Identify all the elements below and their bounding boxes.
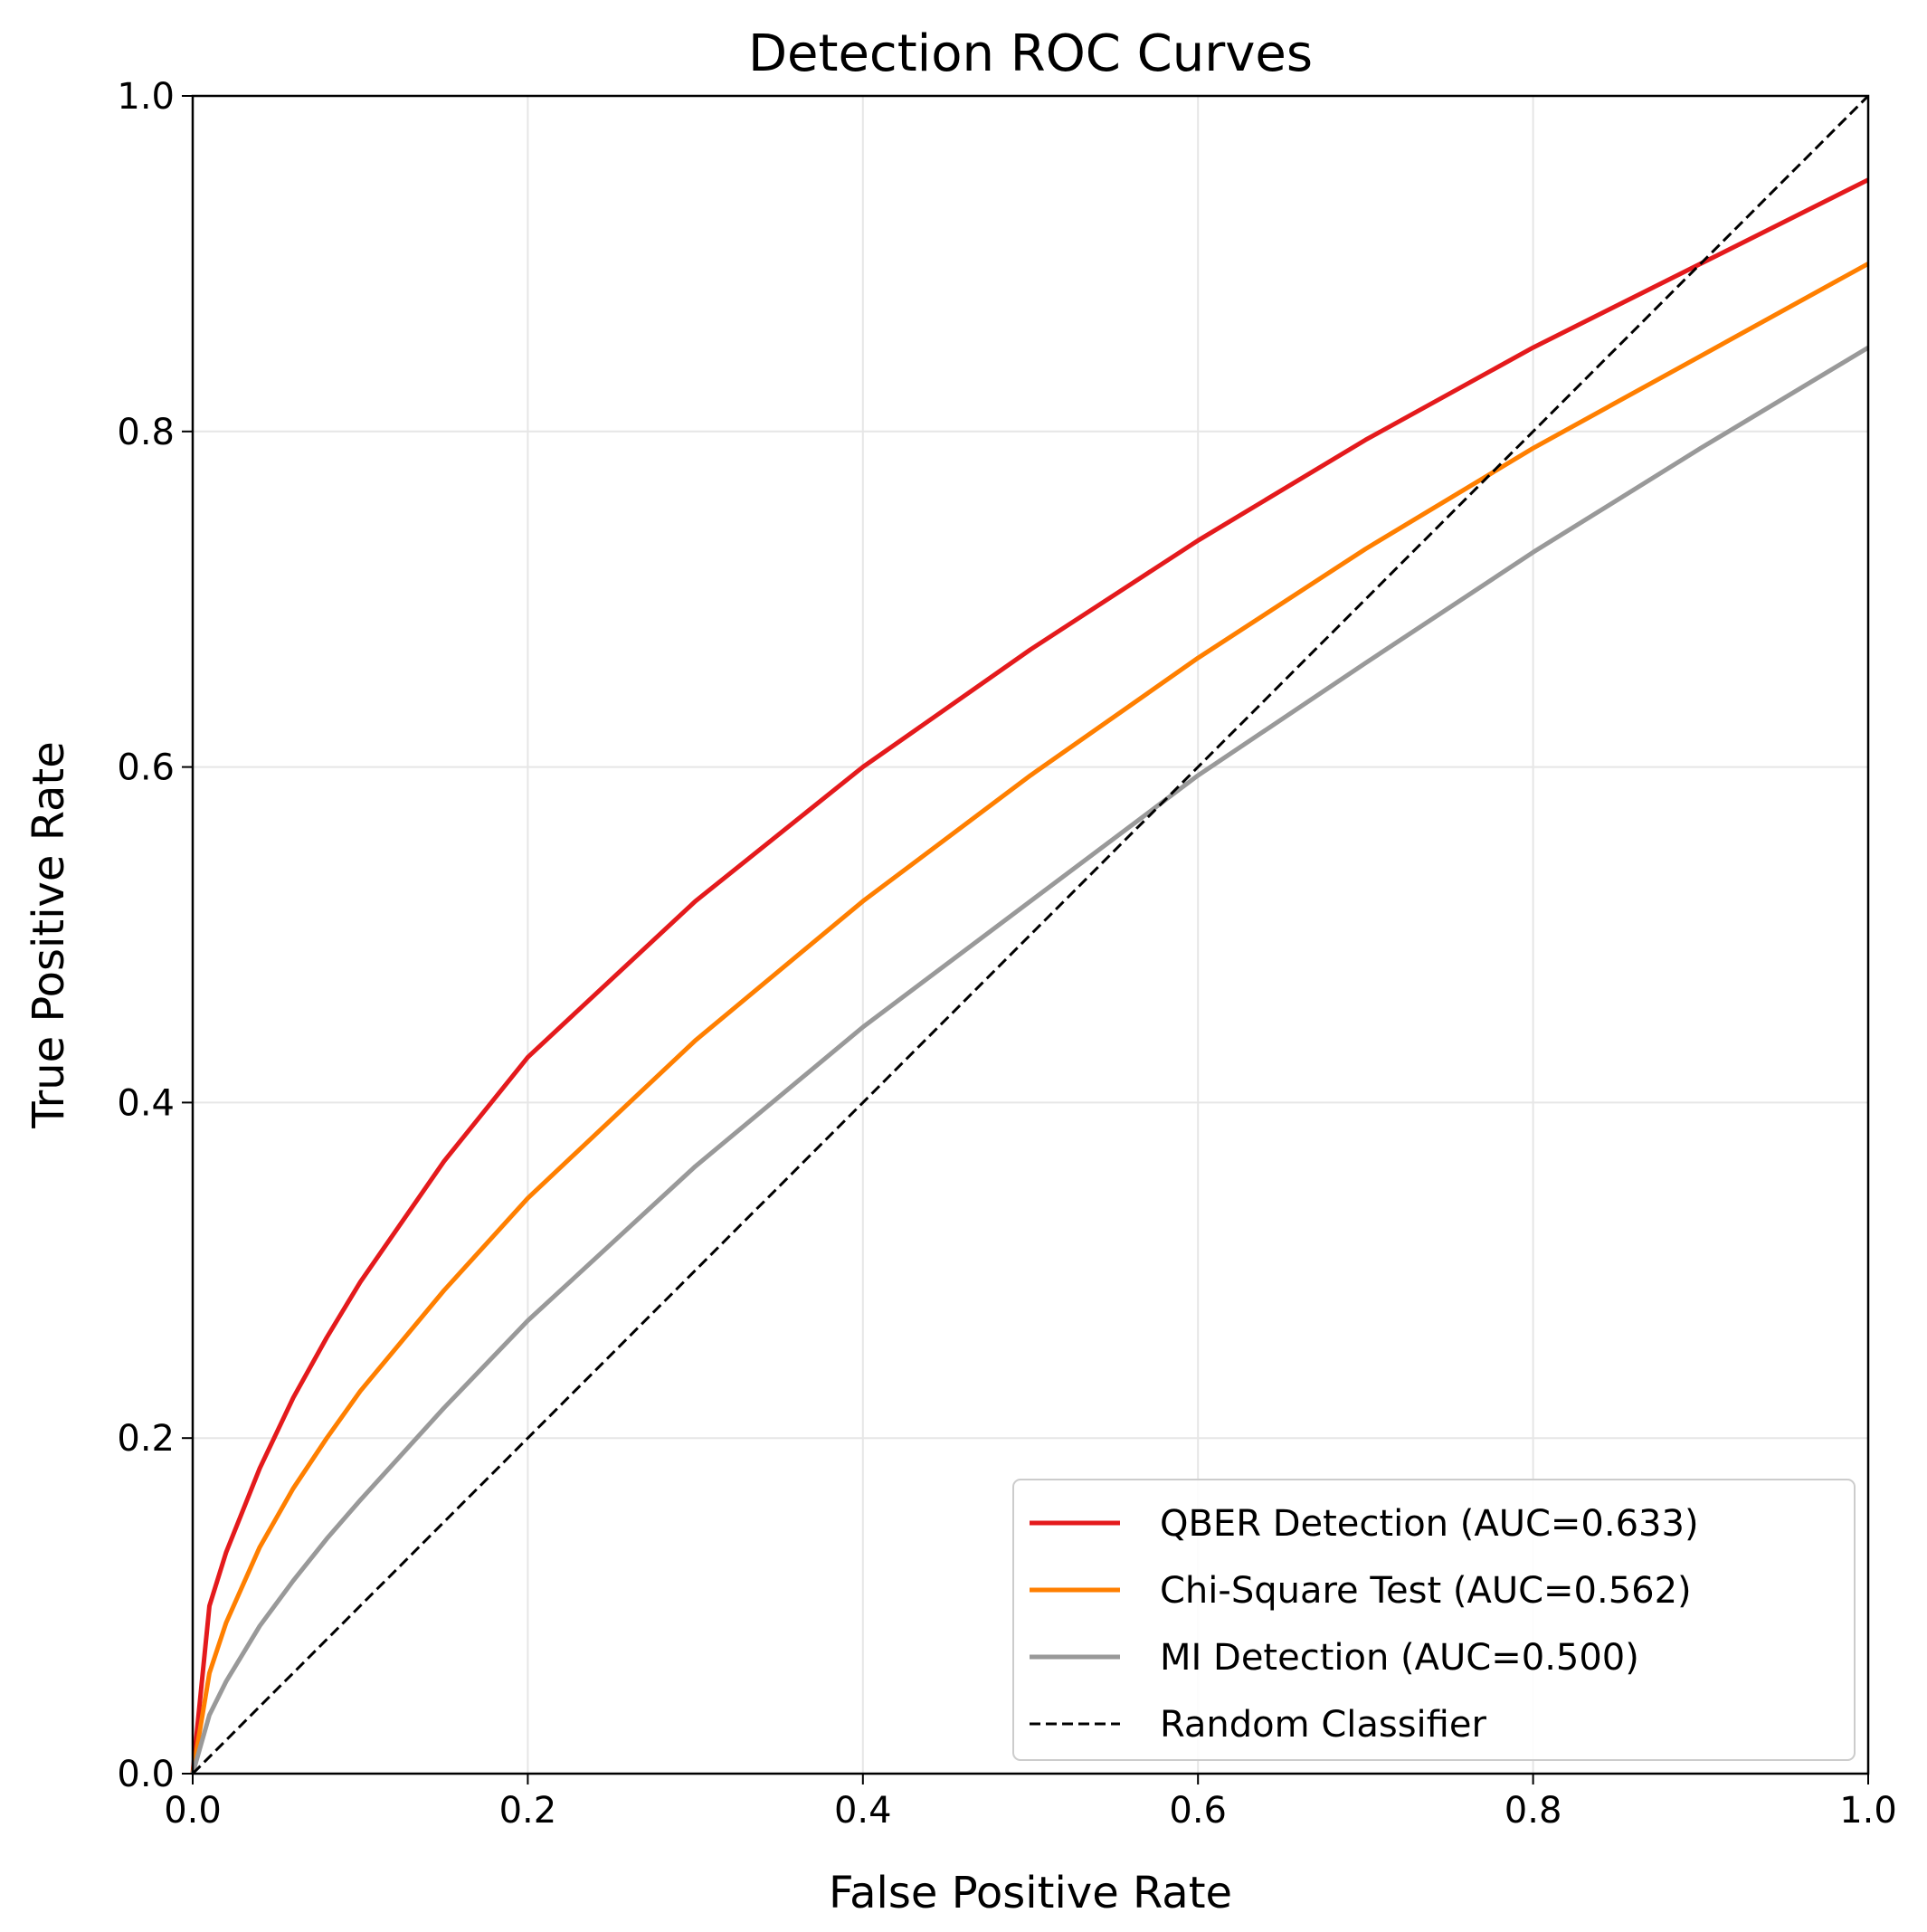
- legend-label: QBER Detection (AUC=0.633): [1160, 1503, 1699, 1545]
- y-tick-label: 0.8: [117, 412, 175, 453]
- series-line-0: [190, 177, 1870, 1775]
- y-tick-label: 0.6: [117, 747, 175, 789]
- x-tick-label: 0.4: [834, 1790, 892, 1832]
- y-tick-label: 0.0: [117, 1754, 175, 1795]
- plot-lines: [190, 94, 1870, 1775]
- x-axis-label: False Positive Rate: [829, 1868, 1232, 1918]
- x-tick-label: 0.6: [1169, 1790, 1227, 1832]
- y-axis-label: True Positive Rate: [24, 741, 74, 1129]
- plot-frame: [191, 94, 1870, 1775]
- y-tick-label: 0.2: [117, 1418, 175, 1460]
- y-tick-label: 0.4: [117, 1082, 175, 1124]
- series-line-1: [190, 262, 1870, 1775]
- grid: [192, 95, 1869, 1775]
- x-tick-label: 0.0: [164, 1790, 222, 1832]
- y-tick-label: 1.0: [117, 76, 175, 118]
- series-line-3: [191, 94, 1870, 1775]
- x-tick-label: 0.8: [1505, 1790, 1562, 1832]
- legend: QBER Detection (AUC=0.633) Chi-Square Tes…: [1012, 1479, 1856, 1761]
- chart-title: Detection ROC Curves: [748, 24, 1313, 83]
- x-tick-label: 0.2: [499, 1790, 557, 1832]
- legend-label: Random Classifier: [1160, 1704, 1486, 1746]
- legend-box: [1012, 1479, 1856, 1761]
- legend-label: MI Detection (AUC=0.500): [1160, 1637, 1639, 1679]
- x-tick-label: 1.0: [1839, 1790, 1897, 1832]
- axis-ticks: 0.0 0.2 0.4 0.6 0.8 1.0 0.0 0.2 0.4 0.6 0.8 1.0: [117, 76, 1896, 1832]
- legend-label: Chi-Square Test (AUC=0.562): [1160, 1570, 1692, 1612]
- series-line-2: [190, 345, 1870, 1775]
